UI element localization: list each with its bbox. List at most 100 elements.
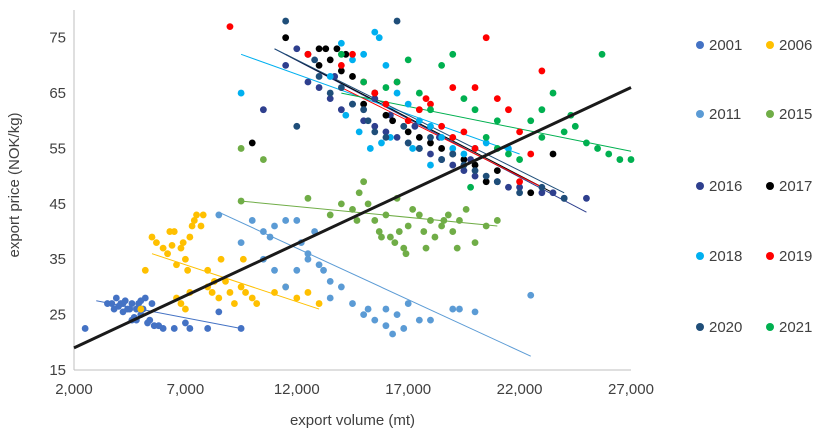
data-point-2020 [326, 89, 334, 97]
data-point-2018 [409, 145, 417, 152]
data-point-2001 [186, 325, 194, 332]
data-point-2015 [386, 233, 394, 241]
data-point-2011 [382, 322, 390, 330]
data-point-2020 [349, 100, 356, 108]
data-point-2021 [616, 156, 624, 163]
data-point-2017 [460, 156, 468, 163]
data-point-2017 [438, 145, 446, 152]
data-point-2020 [371, 128, 379, 136]
data-point-2019 [527, 150, 535, 158]
data-point-2020 [427, 133, 434, 141]
data-point-2021 [538, 133, 546, 141]
data-point-2006 [153, 239, 160, 247]
data-point-2011 [393, 311, 401, 319]
data-point-2018 [237, 89, 245, 97]
data-point-2006 [193, 211, 200, 219]
data-point-2020 [282, 17, 290, 25]
data-point-2019 [449, 133, 457, 141]
x-tick-label: 2,000 [55, 381, 93, 398]
data-point-2006 [182, 255, 189, 263]
data-point-2001 [119, 300, 127, 307]
data-point-2017 [248, 139, 256, 147]
data-point-2021 [482, 133, 490, 141]
data-point-2021 [549, 89, 557, 97]
data-point-2006 [315, 300, 323, 307]
data-point-2015 [438, 222, 446, 230]
data-point-2015 [375, 228, 383, 235]
legend-label-2021: 2021 [779, 319, 812, 336]
data-point-2011 [315, 261, 323, 269]
data-point-2006 [253, 300, 261, 307]
legend-marker-2006 [766, 41, 774, 49]
data-point-2016 [449, 161, 457, 169]
data-point-2020 [382, 133, 390, 141]
data-point-2021 [460, 95, 468, 103]
data-point-2019 [415, 106, 423, 114]
legend-label-2018: 2018 [709, 248, 742, 265]
data-point-2011 [404, 300, 412, 307]
data-point-2015 [431, 233, 439, 241]
data-point-2006 [173, 261, 180, 269]
trend-line-2021 [341, 92, 632, 152]
y-tick-label: 75 [49, 30, 66, 47]
data-point-2021 [471, 106, 479, 114]
data-point-2015 [415, 211, 423, 219]
data-point-2016 [460, 167, 468, 175]
legend-marker-2020 [696, 323, 704, 331]
data-point-2006 [231, 300, 238, 307]
data-point-2021 [527, 117, 535, 125]
y-axis-title: export price (NOK/kg) [6, 112, 23, 257]
data-point-2016 [516, 183, 523, 191]
data-point-2019 [382, 100, 390, 108]
data-point-2015 [395, 228, 403, 235]
data-point-2006 [304, 289, 312, 296]
data-point-2018 [337, 39, 345, 47]
data-point-2017 [549, 150, 557, 158]
data-point-2006 [179, 239, 187, 247]
data-point-2019 [422, 95, 430, 103]
legend-label-2001: 2001 [709, 37, 742, 54]
data-point-2018 [427, 161, 434, 169]
data-point-2001 [204, 325, 212, 332]
data-point-2006 [208, 289, 216, 296]
data-point-2018 [404, 100, 412, 108]
data-point-2006 [177, 244, 185, 252]
data-point-2019 [337, 61, 345, 69]
data-point-2001 [237, 325, 245, 332]
data-point-2015 [237, 145, 245, 152]
data-point-2006 [226, 289, 234, 296]
data-point-2015 [427, 217, 434, 224]
data-point-2019 [449, 84, 457, 91]
data-point-2011 [271, 266, 278, 274]
data-points [81, 17, 635, 338]
data-point-2021 [415, 89, 423, 97]
legend-marker-2011 [696, 110, 704, 118]
legend-label-2020: 2020 [709, 319, 742, 336]
x-tick-label: 27,000 [608, 381, 654, 398]
data-point-2015 [237, 197, 245, 205]
legend-label-2019: 2019 [779, 248, 812, 265]
data-point-2006 [237, 283, 245, 291]
data-point-2020 [400, 122, 408, 130]
data-point-2006 [137, 305, 145, 313]
data-point-2006 [182, 305, 189, 313]
data-point-2017 [415, 133, 423, 141]
data-point-2016 [393, 133, 401, 141]
data-point-2021 [605, 150, 613, 158]
data-point-2016 [293, 45, 301, 53]
data-point-2019 [404, 117, 412, 125]
data-point-2015 [493, 217, 501, 224]
data-point-2011 [382, 305, 390, 313]
data-point-2017 [282, 34, 290, 42]
data-point-2016 [259, 106, 267, 114]
data-point-2001 [126, 305, 134, 313]
data-point-2015 [462, 205, 470, 213]
legend-label-2011: 2011 [709, 106, 741, 123]
data-point-2017 [527, 189, 535, 197]
data-point-2017 [333, 45, 341, 53]
x-axis-title: export volume (mt) [290, 412, 415, 429]
data-point-2015 [402, 250, 410, 258]
tick-labels: 2,000 7,000 12,000 17,000 22,000 27,000 15 25 35… [49, 30, 654, 398]
x-tick-label: 22,000 [497, 381, 543, 398]
